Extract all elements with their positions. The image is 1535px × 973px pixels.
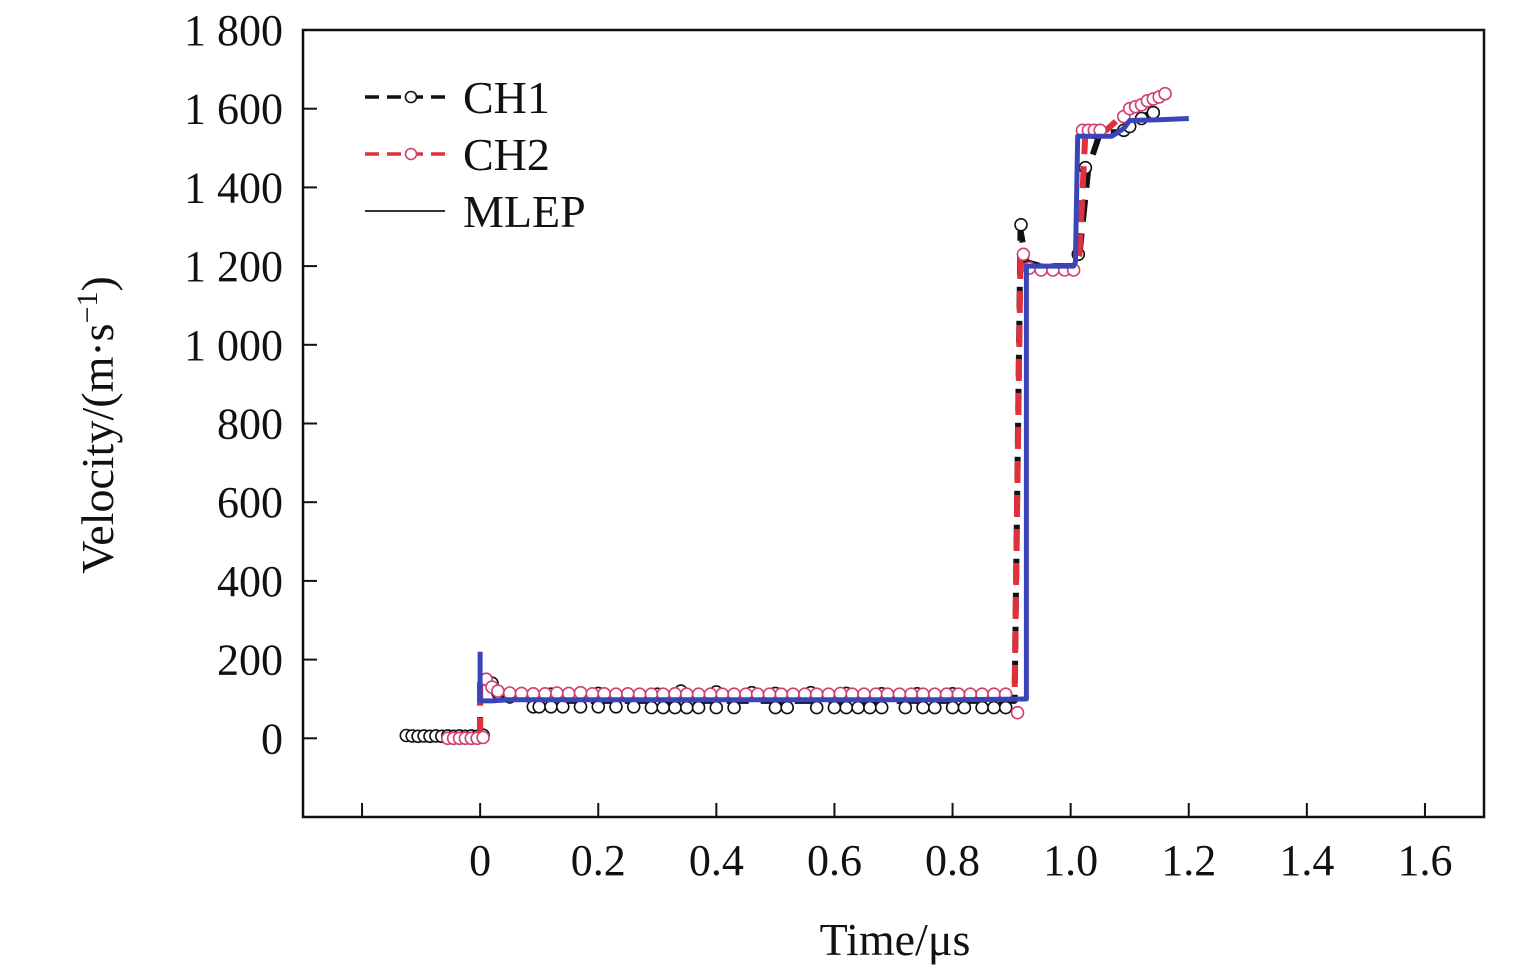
x-tick-label: 0 <box>469 836 491 885</box>
y-tick-label: 1 800 <box>184 6 283 55</box>
y-tick-labels: 0 200 400 600 800 1 000 1 200 1 400 1 600 1 800 <box>184 6 283 763</box>
legend-item-mlep: MLEP <box>365 186 586 237</box>
x-tick-label: 1.4 <box>1279 836 1334 885</box>
y-axis-title-main: Velocity/(m·s <box>72 323 123 573</box>
series-line-mlep <box>477 116 1189 704</box>
data-point-ch1 <box>626 699 641 714</box>
data-point-ch1 <box>691 700 706 715</box>
data-point-ch1 <box>780 700 795 715</box>
data-point-ch1 <box>927 700 942 715</box>
series-mlep <box>477 116 1189 704</box>
data-point-ch1 <box>957 700 972 715</box>
data-point-ch1 <box>851 700 865 715</box>
legend: CH1 CH2 MLEP <box>365 72 586 237</box>
y-axis-title-sup: −1 <box>71 292 104 324</box>
x-tick-label: 0.6 <box>807 836 862 885</box>
data-point-ch1 <box>827 700 842 715</box>
legend-item-ch2: CH2 <box>365 129 550 180</box>
y-tick-label: 1 200 <box>184 242 283 291</box>
y-axis-title: Velocity/(m·s−1) <box>71 276 124 574</box>
data-point-ch1 <box>591 699 606 714</box>
x-tick-label: 0.8 <box>925 836 980 885</box>
y-tick-label: 400 <box>217 557 283 606</box>
x-tick-labels: 0 0.2 0.4 0.6 0.8 1.0 1.2 1.4 1.6 <box>469 836 1452 885</box>
data-point-ch1 <box>916 700 930 715</box>
data-point-ch1 <box>573 699 588 714</box>
data-point-ch1 <box>555 699 570 714</box>
data-point-ch2 <box>1158 86 1172 101</box>
tick-marks <box>303 29 1426 817</box>
y-tick-label: 1 000 <box>184 321 283 370</box>
legend-label-mlep: MLEP <box>463 186 586 237</box>
legend-marker-ch2 <box>404 147 418 161</box>
data-point-ch1 <box>727 700 741 715</box>
y-tick-label: 0 <box>261 714 283 763</box>
x-tick-label: 0.4 <box>689 836 744 885</box>
x-tick-label: 1.0 <box>1043 836 1098 885</box>
data-point-ch2 <box>476 730 490 745</box>
data-point-ch1 <box>644 700 659 715</box>
data-point-ch1 <box>709 700 724 715</box>
data-point-ch1 <box>987 700 1001 715</box>
data-point-ch1 <box>839 700 854 715</box>
legend-item-ch1: CH1 <box>365 72 550 123</box>
x-axis-title: Time/μs <box>820 914 971 965</box>
y-tick-label: 800 <box>217 400 283 449</box>
data-point-ch2 <box>491 684 505 698</box>
data-point-ch1 <box>874 700 889 715</box>
x-tick-label: 1.6 <box>1397 836 1452 885</box>
data-point-ch1 <box>679 700 694 715</box>
legend-marker-ch1 <box>404 90 418 104</box>
data-point-ch1 <box>609 699 623 714</box>
data-point-ch1 <box>544 699 558 714</box>
data-point-ch1 <box>975 700 989 715</box>
y-tick-label: 200 <box>217 636 283 685</box>
x-tick-label: 1.2 <box>1161 836 1216 885</box>
data-point-ch1 <box>668 700 682 715</box>
data-point-ch1 <box>532 699 547 714</box>
data-point-ch2 <box>573 685 588 700</box>
y-tick-label: 1 600 <box>184 85 283 134</box>
series-layer <box>399 86 1189 746</box>
legend-label-ch2: CH2 <box>463 129 550 180</box>
plot-frame <box>301 28 1486 819</box>
data-point-ch1 <box>768 700 783 715</box>
y-tick-label: 1 400 <box>184 163 283 212</box>
data-point-ch1 <box>656 700 671 715</box>
data-point-ch1 <box>809 700 824 715</box>
y-tick-label: 600 <box>217 478 283 527</box>
data-point-ch1 <box>998 700 1013 715</box>
y-axis-title-close: ) <box>72 276 123 291</box>
data-point-ch1 <box>898 700 913 715</box>
data-point-ch1 <box>945 700 960 715</box>
data-point-ch2 <box>1016 247 1031 262</box>
data-point-ch1 <box>863 700 877 715</box>
data-point-ch1 <box>1014 218 1028 232</box>
data-point-ch1 <box>1146 105 1161 120</box>
legend-label-ch1: CH1 <box>463 72 550 123</box>
x-tick-label: 0.2 <box>571 836 626 885</box>
data-point-ch2 <box>1010 705 1025 720</box>
